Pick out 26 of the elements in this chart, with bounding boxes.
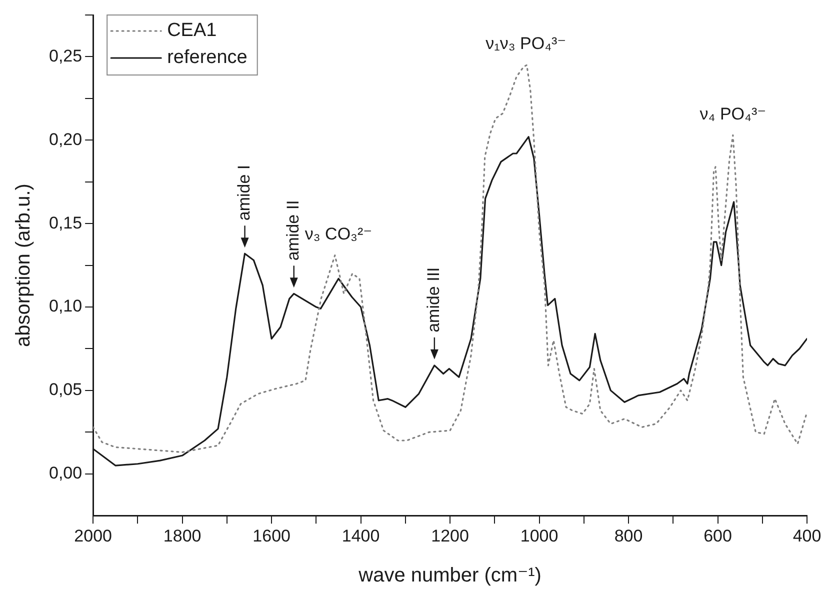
y-tick-label: 0,25 — [48, 46, 82, 66]
x-tick-label: 2000 — [74, 526, 112, 546]
annotation: amide I — [234, 164, 254, 221]
y-tick-label: 0,20 — [48, 130, 82, 149]
y-tick-label: 0,05 — [48, 380, 82, 400]
y-tick-label: 0,00 — [48, 464, 82, 483]
x-tick-label: 400 — [792, 526, 822, 546]
legend-label: CEA1 — [167, 20, 217, 42]
y-tick-label: 0,15 — [48, 213, 82, 232]
y-axis-title: absorption (arb.u.) — [12, 184, 35, 348]
x-axis-title: wave number (cm⁻¹) — [358, 564, 542, 587]
annotation: ν₁ν₃ PO₄³⁻ — [486, 34, 566, 54]
annotation: ν₄ PO₄³⁻ — [700, 104, 766, 124]
x-tick-label: 600 — [704, 526, 732, 546]
x-tick-label: 1000 — [520, 526, 558, 546]
x-tick-label: 1400 — [342, 526, 380, 546]
x-tick-label: 800 — [614, 526, 643, 546]
x-tick-label: 1800 — [163, 526, 202, 546]
annotation: ν₃ CO₃²⁻ — [304, 224, 372, 244]
legend-label: reference — [167, 47, 248, 68]
x-tick-label: 1600 — [252, 526, 290, 546]
y-tick-label: 0,10 — [48, 296, 82, 316]
annotation: amide II — [284, 200, 303, 261]
annotation: amide III — [424, 267, 444, 332]
line-series — [93, 64, 807, 453]
x-tick-label: 1200 — [431, 526, 469, 546]
